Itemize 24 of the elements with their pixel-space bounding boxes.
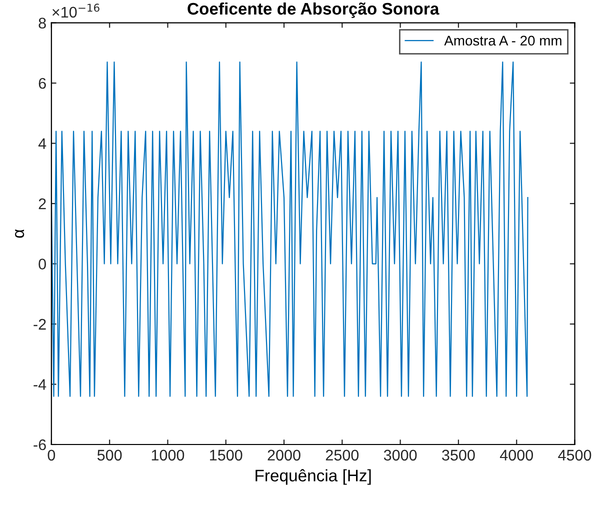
y-tick-label: -4 (34, 379, 46, 390)
x-tick-label: 4500 (558, 450, 592, 461)
x-tick-label: 3500 (442, 450, 475, 461)
y-tick-label: 4 (38, 138, 46, 149)
y-axis-title: α (15, 229, 24, 238)
legend-label: Amostra A - 20 mm (444, 36, 562, 46)
y-tick-label: 6 (38, 78, 46, 89)
x-tick-label: 500 (97, 450, 122, 461)
x-tick-label: 0 (48, 450, 56, 461)
x-tick-label: 1000 (152, 450, 184, 461)
x-tick-label: 2000 (268, 450, 300, 461)
x-tick-label: 4000 (500, 450, 533, 461)
x-tick-label: 1500 (210, 450, 242, 461)
y-tick-label: 0 (38, 258, 46, 270)
y-tick-label: -2 (34, 318, 46, 330)
x-tick-label: 3000 (384, 450, 417, 461)
chart-title: Coeficente de Absorção Sonora (188, 2, 440, 18)
y-tick-label: -6 (34, 439, 46, 450)
y-tick-label: 8 (38, 18, 46, 29)
text: ×10$^{−16}$ (52, 4, 100, 18)
x-axis-title: Frequência [Hz] (256, 469, 371, 485)
x-tick-label: 2500 (326, 450, 359, 461)
y-tick-label: 2 (38, 198, 46, 210)
line-series (51, 61, 528, 397)
